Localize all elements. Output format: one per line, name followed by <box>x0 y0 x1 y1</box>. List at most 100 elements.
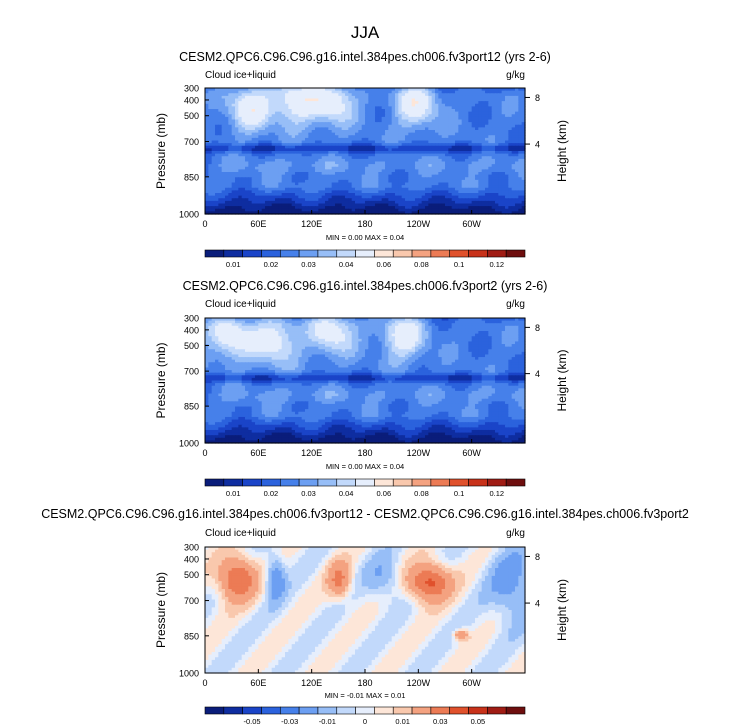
heatmap-cell <box>208 148 213 152</box>
heatmap-cell <box>251 164 256 168</box>
heatmap-cell <box>361 132 366 136</box>
heatmap-cell <box>448 148 453 152</box>
heatmap-cell <box>395 169 399 173</box>
heatmap-cell <box>238 320 243 324</box>
heatmap-cell <box>375 169 379 173</box>
heatmap-cell <box>415 172 419 176</box>
heatmap-cell <box>421 323 426 327</box>
heatmap-cell <box>378 323 383 327</box>
heatmap-cell <box>418 177 423 181</box>
heatmap-cell <box>381 122 386 126</box>
heatmap-cell <box>325 203 329 207</box>
heatmap-cell <box>411 177 416 181</box>
heatmap-cell <box>345 127 349 131</box>
heatmap-cell <box>311 174 316 178</box>
heatmap-cell <box>308 164 313 168</box>
heatmap-cell <box>508 174 513 178</box>
heatmap-cell <box>411 124 416 128</box>
heatmap-cell <box>405 88 409 92</box>
heatmap-cell <box>391 122 396 126</box>
heatmap-cell <box>448 156 453 160</box>
heatmap-cell <box>311 172 316 176</box>
heatmap-cell <box>391 137 396 142</box>
heatmap-cell <box>311 164 316 168</box>
heatmap-cell <box>508 198 513 202</box>
heatmap-cell <box>208 98 213 102</box>
heatmap-cell <box>478 151 483 155</box>
heatmap-cell <box>315 158 319 163</box>
heatmap-cell <box>388 164 393 168</box>
heatmap-cell <box>465 320 469 324</box>
heatmap-cell <box>485 106 489 110</box>
heatmap-cell <box>435 195 439 199</box>
heatmap-cell <box>281 114 286 118</box>
heatmap-cell <box>351 174 356 178</box>
heatmap-cell <box>348 127 353 131</box>
heatmap-cell <box>268 119 273 123</box>
heatmap-cell <box>421 164 426 168</box>
heatmap-cell <box>291 103 296 107</box>
heatmap-cell <box>498 151 503 155</box>
heatmap-cell <box>458 174 463 178</box>
heatmap-cell <box>411 93 416 97</box>
heatmap-cell <box>441 323 446 327</box>
heatmap-cell <box>208 172 213 176</box>
heatmap-cell <box>378 320 383 324</box>
heatmap-cell <box>418 182 423 186</box>
heatmap-cell <box>511 198 516 202</box>
heatmap-cell <box>405 187 409 191</box>
heatmap-cell <box>228 193 233 197</box>
heatmap-cell <box>391 174 396 178</box>
heatmap-cell <box>358 124 363 128</box>
heatmap-cell <box>505 211 509 215</box>
heatmap-cell <box>208 127 213 131</box>
heatmap-cell <box>341 153 346 157</box>
heatmap-cell <box>295 145 299 149</box>
heatmap-cell <box>375 88 379 92</box>
heatmap-cell <box>515 179 519 184</box>
heatmap-cell <box>408 190 413 194</box>
heatmap-cell <box>351 153 356 157</box>
heatmap-cell <box>398 140 403 144</box>
heatmap-cell <box>318 145 323 149</box>
heatmap-cell <box>461 187 466 191</box>
heatmap-cell <box>515 161 519 165</box>
heatmap-cell <box>358 177 363 181</box>
heatmap-cell <box>481 320 486 324</box>
heatmap-cell <box>498 143 503 147</box>
heatmap-cell <box>481 95 486 100</box>
heatmap-cell <box>215 106 219 110</box>
heatmap-cell <box>515 88 519 92</box>
heatmap-cell <box>485 88 489 92</box>
heatmap-cell <box>371 151 376 155</box>
heatmap-cell <box>468 119 473 123</box>
heatmap-cell <box>381 116 386 121</box>
heatmap-cell <box>241 320 246 324</box>
heatmap-cell <box>521 195 526 199</box>
heatmap-cell <box>485 164 489 168</box>
heatmap-cell <box>211 119 216 123</box>
heatmap-cell <box>275 90 279 94</box>
heatmap-cell <box>235 158 239 163</box>
heatmap-cell <box>231 140 236 144</box>
heatmap-cell <box>368 116 373 121</box>
heatmap-cell <box>238 166 243 170</box>
heatmap-cell <box>441 203 446 207</box>
heatmap-cell <box>465 93 469 97</box>
heatmap-cell <box>435 119 439 123</box>
heatmap-cell <box>331 161 336 165</box>
heatmap-cell <box>368 137 373 142</box>
heatmap-cell <box>435 114 439 118</box>
heatmap-cell <box>508 161 513 165</box>
heatmap-cell <box>475 211 479 215</box>
heatmap-cell <box>448 166 453 170</box>
heatmap-cell <box>308 95 313 100</box>
heatmap-cell <box>341 132 346 136</box>
heatmap-cell <box>445 166 449 170</box>
heatmap-cell <box>365 177 369 181</box>
heatmap-cell <box>308 93 313 97</box>
heatmap-cell <box>491 148 496 152</box>
heatmap-cell <box>361 103 366 107</box>
heatmap-cell <box>355 203 359 207</box>
heatmap-cell <box>291 161 296 165</box>
